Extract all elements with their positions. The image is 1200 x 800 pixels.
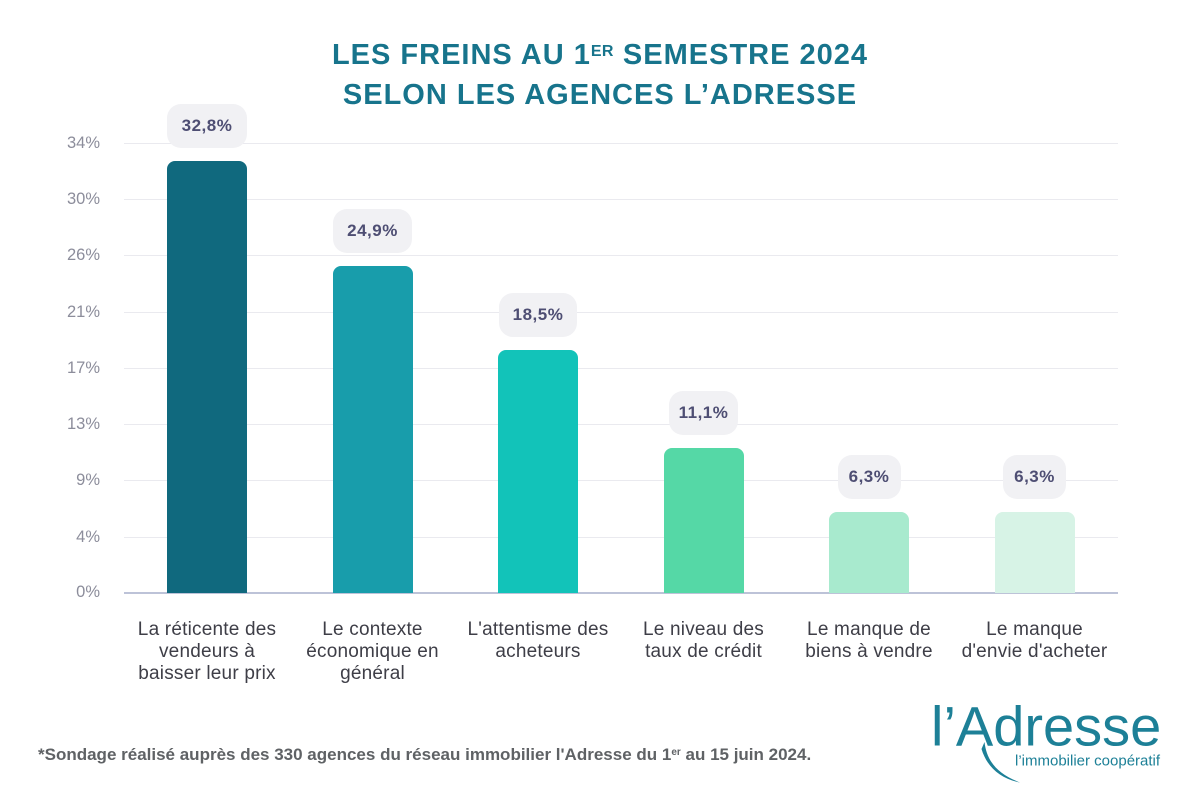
svg-text:l’Adresse: l’Adresse xyxy=(931,700,1161,758)
svg-text:l’immobilier coopératif: l’immobilier coopératif xyxy=(1015,753,1161,770)
